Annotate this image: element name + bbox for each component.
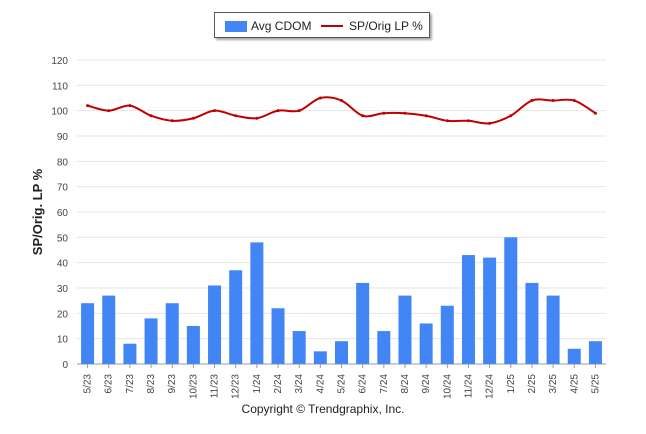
- bar-avg-cdom: [165, 303, 179, 364]
- y-tick-label: 90: [57, 132, 69, 143]
- point-sp-orig-lp: [276, 109, 280, 113]
- x-tick-label: 3/24: [294, 374, 305, 394]
- point-sp-orig-lp: [170, 119, 174, 123]
- x-tick-label: 9/24: [421, 374, 432, 394]
- x-tick-label: 5/23: [83, 374, 94, 394]
- point-sp-orig-lp: [382, 111, 386, 115]
- bar-avg-cdom: [81, 303, 95, 364]
- x-tick-label: 11/23: [210, 374, 221, 399]
- point-sp-orig-lp: [572, 99, 576, 103]
- bar-avg-cdom: [186, 326, 200, 364]
- y-tick-label: 120: [51, 56, 68, 67]
- legend-swatch-bar: [225, 20, 247, 32]
- bar-avg-cdom: [250, 242, 264, 364]
- bar-avg-cdom: [525, 282, 539, 364]
- x-tick-label: 2/25: [527, 374, 538, 394]
- bar-avg-cdom: [419, 323, 433, 364]
- point-sp-orig-lp: [255, 116, 259, 120]
- point-sp-orig-lp: [466, 119, 470, 123]
- point-sp-orig-lp: [340, 99, 343, 103]
- x-tick-label: 9/23: [167, 374, 178, 394]
- bar-avg-cdom: [292, 331, 306, 364]
- point-sp-orig-lp: [297, 109, 301, 113]
- bar-avg-cdom: [356, 282, 370, 364]
- bar-avg-cdom: [229, 270, 243, 364]
- point-sp-orig-lp: [107, 109, 111, 113]
- bar-avg-cdom: [483, 257, 497, 364]
- x-tick-label: 6/24: [358, 374, 369, 394]
- legend-label-sp-orig-lp: SP/Orig LP %: [349, 19, 423, 33]
- point-sp-orig-lp: [593, 111, 597, 115]
- x-tick-label: 1/25: [506, 374, 517, 394]
- y-tick-label: 110: [52, 81, 68, 92]
- y-tick-label: 100: [51, 107, 68, 118]
- point-sp-orig-lp: [445, 119, 449, 123]
- x-tick-label: 4/25: [569, 374, 580, 394]
- x-tick-label: 3/25: [548, 374, 559, 394]
- x-tick-label: 5/24: [337, 374, 348, 394]
- legend: Avg CDOM SP/Orig LP %: [214, 12, 430, 38]
- y-tick-label: 80: [57, 157, 69, 168]
- point-sp-orig-lp: [191, 116, 195, 120]
- bar-avg-cdom: [102, 295, 116, 364]
- y-tick-label: 50: [57, 233, 69, 244]
- bar-avg-cdom: [504, 237, 518, 364]
- bar-avg-cdom: [208, 285, 222, 364]
- legend-swatch-line: [321, 25, 343, 27]
- point-sp-orig-lp: [213, 109, 217, 113]
- point-sp-orig-lp: [551, 99, 555, 103]
- y-tick-label: 0: [62, 360, 68, 371]
- y-tick-label: 10: [57, 335, 69, 346]
- bar-avg-cdom: [440, 305, 454, 364]
- y-tick-label: 40: [57, 259, 69, 270]
- x-tick-label: 5/25: [590, 374, 601, 394]
- bar-avg-cdom: [588, 341, 602, 364]
- bar-avg-cdom: [461, 255, 475, 364]
- legend-item-avg-cdom[interactable]: Avg CDOM: [225, 18, 311, 34]
- point-sp-orig-lp: [86, 104, 90, 108]
- x-tick-label: 8/23: [146, 374, 157, 394]
- legend-label-avg-cdom: Avg CDOM: [251, 19, 312, 33]
- x-tick-label: 7/24: [379, 374, 390, 394]
- x-tick-label: 4/24: [315, 374, 326, 394]
- x-tick-label: 1/24: [252, 374, 263, 394]
- point-sp-orig-lp: [509, 114, 513, 118]
- x-tick-label: 6/23: [104, 374, 115, 394]
- point-sp-orig-lp: [361, 114, 365, 118]
- point-sp-orig-lp: [530, 99, 534, 103]
- y-tick-label: 70: [57, 183, 69, 194]
- point-sp-orig-lp: [403, 111, 407, 115]
- x-tick-label: 2/24: [273, 374, 284, 394]
- x-tick-label: 10/23: [188, 374, 199, 399]
- bar-avg-cdom: [398, 295, 412, 364]
- x-tick-label: 12/23: [231, 374, 242, 399]
- point-sp-orig-lp: [234, 114, 238, 118]
- bar-avg-cdom: [271, 308, 285, 364]
- x-tick-label: 12/24: [485, 374, 496, 399]
- bar-avg-cdom: [123, 343, 137, 364]
- bar-avg-cdom: [546, 295, 560, 364]
- bar-avg-cdom: [313, 351, 327, 364]
- copyright-text: Copyright © Trendgraphix, Inc.: [241, 402, 405, 416]
- point-sp-orig-lp: [128, 104, 132, 108]
- bar-avg-cdom: [144, 318, 158, 364]
- x-tick-label: 11/24: [463, 374, 474, 399]
- bar-avg-cdom: [335, 341, 348, 364]
- y-tick-label: 20: [57, 309, 69, 320]
- x-tick-label: 10/24: [442, 374, 453, 399]
- bar-avg-cdom: [377, 331, 391, 364]
- legend-item-sp-orig-lp[interactable]: SP/Orig LP %: [321, 18, 423, 34]
- point-sp-orig-lp: [318, 96, 322, 100]
- point-sp-orig-lp: [488, 121, 492, 125]
- bar-avg-cdom: [567, 348, 581, 364]
- y-tick-label: 60: [57, 208, 69, 219]
- point-sp-orig-lp: [149, 114, 153, 118]
- point-sp-orig-lp: [424, 114, 428, 118]
- y-tick-label: 30: [57, 284, 69, 295]
- x-tick-label: 8/24: [400, 374, 411, 394]
- y-axis-title: SP/Orig. LP %: [30, 168, 45, 255]
- x-tick-label: 7/23: [125, 374, 136, 394]
